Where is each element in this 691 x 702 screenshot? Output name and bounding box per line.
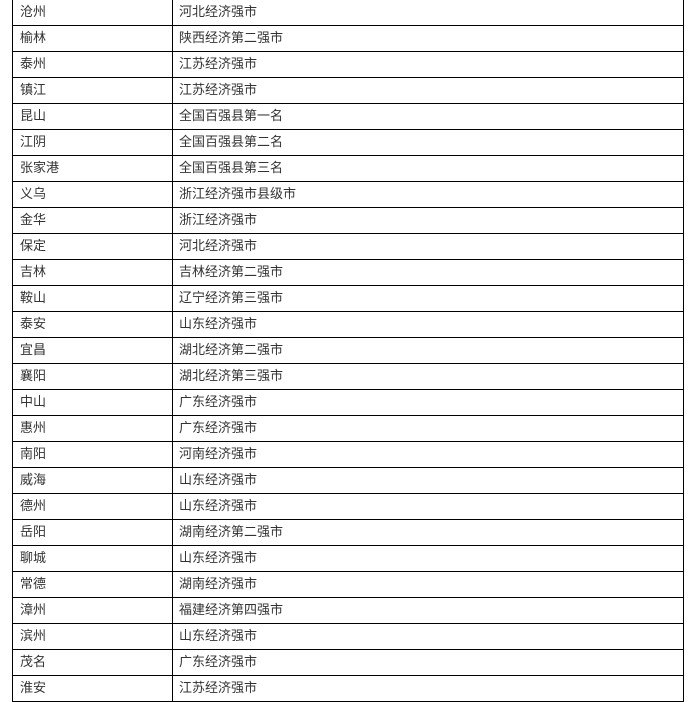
- table-row: 惠州 广东经济强市: [13, 416, 683, 442]
- table-row: 襄阳 湖北经济第三强市: [13, 364, 683, 390]
- ranking-cell: 吉林经济第二强市: [179, 265, 284, 280]
- city-cell: 常德: [13, 572, 173, 597]
- city-cell: 中山: [13, 390, 173, 415]
- ranking-cell: 浙江经济强市县级市: [179, 187, 297, 202]
- table-row: 漳州 福建经济第四强市: [13, 598, 683, 624]
- table-row: 吉林 吉林经济第二强市: [13, 260, 683, 286]
- city-cell: 南阳: [13, 442, 173, 467]
- table-row: 威海 山东经济强市: [13, 468, 683, 494]
- city-cell: 宜昌: [13, 338, 173, 363]
- table-row: 常德 湖南经济强市: [13, 572, 683, 598]
- table-row: 淮安 江苏经济强市: [13, 676, 683, 702]
- city-cell: 威海: [13, 468, 173, 493]
- ranking-cell: 河北经济强市: [179, 5, 258, 20]
- city-cell: 昆山: [13, 104, 173, 129]
- city-cell: 淮安: [13, 676, 173, 701]
- ranking-cell: 山东经济强市: [179, 629, 258, 644]
- table-row: 义乌 浙江经济强市县级市: [13, 182, 683, 208]
- ranking-cell: 广东经济强市: [179, 395, 258, 410]
- table-row: 滨州 山东经济强市: [13, 624, 683, 650]
- ranking-cell: 江苏经济强市: [179, 57, 258, 72]
- ranking-cell: 江苏经济强市: [179, 83, 258, 98]
- ranking-cell: 湖南经济强市: [179, 577, 258, 592]
- ranking-cell: 江苏经济强市: [179, 681, 258, 696]
- city-cell: 泰安: [13, 312, 173, 337]
- city-cell: 金华: [13, 208, 173, 233]
- table-row: 茂名 广东经济强市: [13, 650, 683, 676]
- ranking-cell: 山东经济强市: [179, 499, 258, 514]
- ranking-cell: 湖北经济第三强市: [179, 369, 284, 384]
- city-cell: 江阴: [13, 130, 173, 155]
- table-row: 泰州 江苏经济强市: [13, 52, 683, 78]
- city-cell: 鞍山: [13, 286, 173, 311]
- table-row: 江阴 全国百强县第二名: [13, 130, 683, 156]
- table-row: 沧州 河北经济强市: [13, 0, 683, 26]
- ranking-cell: 湖南经济第二强市: [179, 525, 284, 540]
- city-cell: 吉林: [13, 260, 173, 285]
- city-cell: 茂名: [13, 650, 173, 675]
- table-row: 德州 山东经济强市: [13, 494, 683, 520]
- ranking-cell: 广东经济强市: [179, 655, 258, 670]
- city-cell: 襄阳: [13, 364, 173, 389]
- table-row: 榆林 陕西经济第二强市: [13, 26, 683, 52]
- table-row: 昆山 全国百强县第一名: [13, 104, 683, 130]
- ranking-cell: 山东经济强市: [179, 317, 258, 332]
- city-cell: 沧州: [13, 0, 173, 25]
- city-cell: 惠州: [13, 416, 173, 441]
- city-cell: 张家港: [13, 156, 173, 181]
- table-row: 鞍山 辽宁经济第三强市: [13, 286, 683, 312]
- table-row: 金华 浙江经济强市: [13, 208, 683, 234]
- city-cell: 榆林: [13, 26, 173, 51]
- table-row: 镇江 江苏经济强市: [13, 78, 683, 104]
- ranking-cell: 浙江经济强市: [179, 213, 258, 228]
- ranking-cell: 福建经济第四强市: [179, 603, 284, 618]
- table-row: 宜昌 湖北经济第二强市: [13, 338, 683, 364]
- city-cell: 德州: [13, 494, 173, 519]
- ranking-cell: 河北经济强市: [179, 239, 258, 254]
- ranking-cell: 全国百强县第三名: [179, 161, 284, 176]
- city-table: 沧州 河北经济强市 榆林 陕西经济第二强市 泰州 江苏经济强市 镇江 江苏经济强市 昆山 全国百强…: [12, 0, 684, 702]
- city-cell: 滨州: [13, 624, 173, 649]
- table-row: 南阳 河南经济强市: [13, 442, 683, 468]
- table-row: 中山 广东经济强市: [13, 390, 683, 416]
- ranking-cell: 陕西经济第二强市: [179, 31, 284, 46]
- table-row: 岳阳 湖南经济第二强市: [13, 520, 683, 546]
- ranking-cell: 全国百强县第一名: [179, 109, 284, 124]
- table-row: 泰安 山东经济强市: [13, 312, 683, 338]
- city-cell: 泰州: [13, 52, 173, 77]
- table-row: 张家港 全国百强县第三名: [13, 156, 683, 182]
- table-row: 保定 河北经济强市: [13, 234, 683, 260]
- city-cell: 镇江: [13, 78, 173, 103]
- city-cell: 保定: [13, 234, 173, 259]
- ranking-cell: 辽宁经济第三强市: [179, 291, 284, 306]
- ranking-cell: 广东经济强市: [179, 421, 258, 436]
- ranking-cell: 全国百强县第二名: [179, 135, 284, 150]
- ranking-cell: 湖北经济第二强市: [179, 343, 284, 358]
- ranking-cell: 山东经济强市: [179, 473, 258, 488]
- table-row: 聊城 山东经济强市: [13, 546, 683, 572]
- ranking-cell: 山东经济强市: [179, 551, 258, 566]
- city-cell: 岳阳: [13, 520, 173, 545]
- city-cell: 漳州: [13, 598, 173, 623]
- city-cell: 聊城: [13, 546, 173, 571]
- city-cell: 义乌: [13, 182, 173, 207]
- ranking-cell: 河南经济强市: [179, 447, 258, 462]
